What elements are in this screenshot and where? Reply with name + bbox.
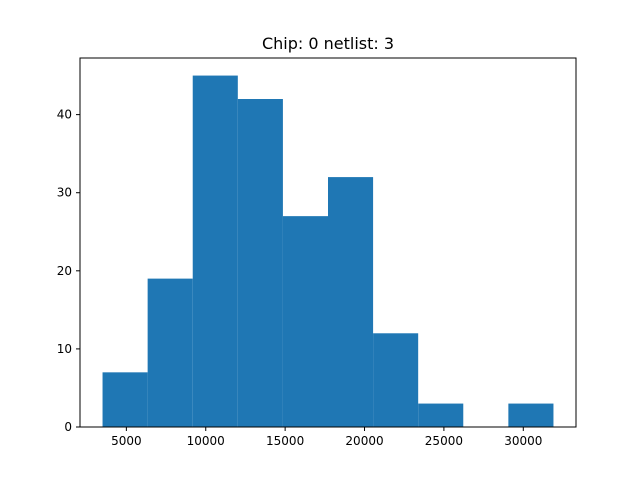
histogram-bar-1 [147,278,193,427]
histogram-bar-5 [328,177,374,427]
bars-group [102,75,554,428]
chart-title: Chip: 0 netlist: 3 [262,34,394,53]
histogram-bar-7 [418,403,464,427]
histogram-bar-2 [192,75,238,428]
histogram-bar-9 [508,403,554,427]
histogram-bar-0 [102,372,148,427]
plot-frame [79,57,577,428]
x-tick-label-3: 20000 [345,434,383,448]
y-tick-label-4: 40 [57,108,72,122]
histogram-bar-6 [373,333,419,427]
y-tick-label-2: 20 [57,264,72,278]
x-tick-label-1: 10000 [187,434,225,448]
x-tick-label-0: 5000 [111,434,142,448]
x-tick-label-2: 15000 [266,434,304,448]
x-axis-ticks: 5000 10000 15000 20000 25000 30000 [111,427,542,448]
x-tick-label-5: 30000 [504,434,542,448]
histogram-bar-4 [282,216,328,427]
y-tick-label-0: 0 [64,420,72,434]
histogram-bar-3 [237,99,283,427]
y-axis-ticks: 0 10 20 30 40 [57,108,80,434]
y-tick-label-3: 30 [57,186,72,200]
y-tick-label-1: 10 [57,342,72,356]
x-tick-label-4: 25000 [425,434,463,448]
